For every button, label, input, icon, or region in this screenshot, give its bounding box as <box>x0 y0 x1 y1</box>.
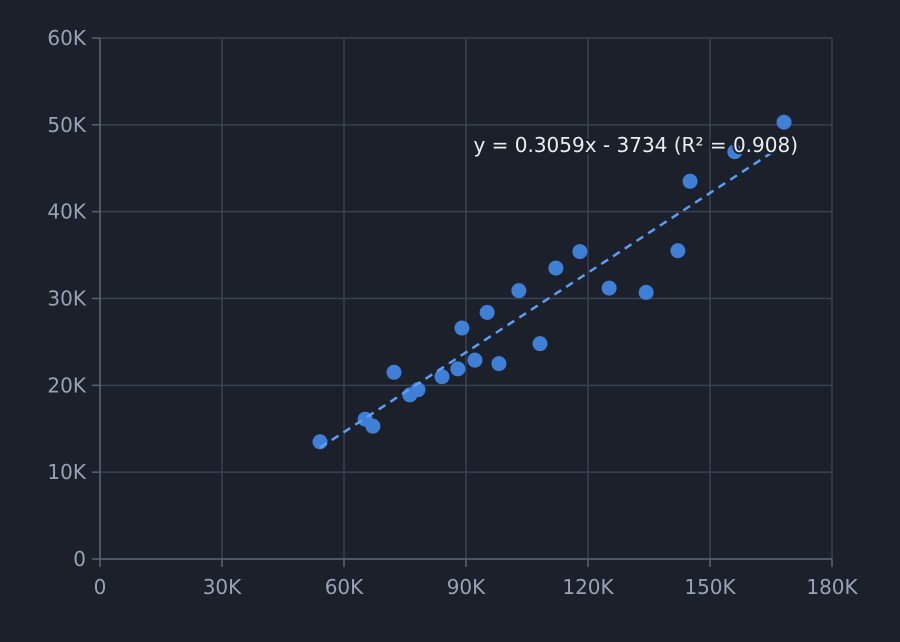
point <box>532 336 548 352</box>
point <box>601 280 617 296</box>
trendline-label: y = 0.3059x - 3734 (R² = 0.908) <box>473 133 798 157</box>
x-tick-label: 30K <box>203 575 242 599</box>
y-tick-label: 60K <box>47 26 86 50</box>
plot: y = 0.3059x - 3734 (R² = 0.908) <box>312 114 800 450</box>
point <box>572 244 588 260</box>
y-tick-label: 10K <box>47 460 86 484</box>
point <box>479 304 495 320</box>
point <box>434 369 450 385</box>
point <box>548 260 564 276</box>
y-tick-label: 20K <box>47 373 86 397</box>
x-tick-label: 90K <box>447 575 486 599</box>
x-tick-label: 180K <box>806 575 858 599</box>
trendline <box>319 143 785 449</box>
point <box>386 364 402 380</box>
point <box>511 283 527 299</box>
point <box>670 243 686 259</box>
x-tick-label: 120K <box>562 575 614 599</box>
y-tick-label: 50K <box>47 113 86 137</box>
point <box>727 144 743 160</box>
point <box>467 352 483 368</box>
point <box>365 418 381 434</box>
point <box>776 114 792 130</box>
y-tick-label: 40K <box>47 200 86 224</box>
point <box>450 361 466 377</box>
grid: 0 10K 20K 30K 40K 50K 60K 0 30K 60K 90K 120K 150K 180… <box>47 26 858 599</box>
y-tick-label: 0 <box>73 547 86 571</box>
x-tick-label: 150K <box>684 575 736 599</box>
x-tick-label: 60K <box>325 575 364 599</box>
y-tick-label: 30K <box>47 287 86 311</box>
x-tick-label: 0 <box>94 575 107 599</box>
point <box>454 320 470 336</box>
point <box>638 284 654 300</box>
point <box>682 173 698 189</box>
point <box>491 356 507 372</box>
